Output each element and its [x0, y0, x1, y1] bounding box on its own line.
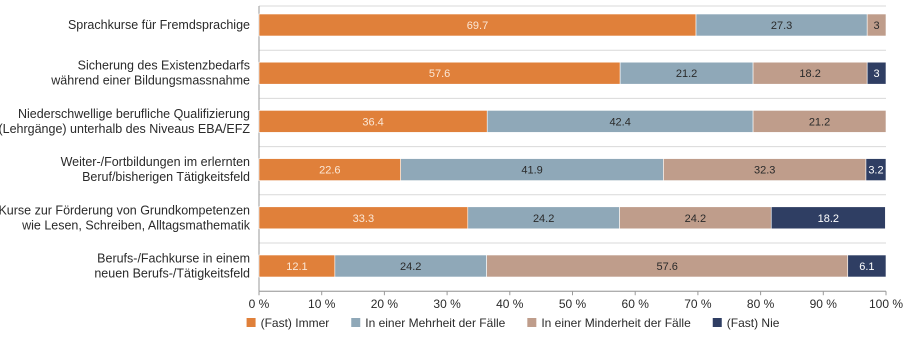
- data-label: 12.1: [286, 261, 307, 273]
- x-tick-label: 0 %: [249, 297, 270, 311]
- category-label: Kurse zur Förderung von Grundkompetenzen…: [0, 203, 251, 232]
- category-label: Sicherung des Existenzbedarfs während ein…: [50, 59, 250, 88]
- bar-segment: [770, 206, 886, 230]
- x-tick-label: 70 %: [684, 297, 712, 311]
- data-label: 32.3: [754, 165, 775, 177]
- legend-swatch: [246, 318, 256, 327]
- legend-label: In einer Minderheit der Fälle: [541, 316, 691, 330]
- grid-layer: [258, 5, 886, 292]
- data-label: 18.2: [799, 68, 820, 80]
- category-labels: Sprachkurse für Fremdsprachige Sicherung …: [0, 18, 251, 281]
- data-label: 24.2: [533, 213, 554, 225]
- bar-segment: [865, 158, 887, 181]
- category-label: Niederschwellige berufliche Qualifizieru…: [0, 107, 250, 136]
- x-tick-label: 30 %: [433, 297, 461, 311]
- data-label: 6.1: [859, 261, 874, 273]
- data-label: 3.2: [868, 165, 883, 177]
- bar-segment: [866, 13, 887, 37]
- data-label: 24.2: [400, 261, 421, 273]
- data-label: 69.7: [467, 20, 488, 32]
- x-axis-ticks: 0 % 10 % 20 % 30 % 40 % 50 % 60 % 70 % 80 % 90 % 1…: [249, 291, 903, 311]
- category-label: Sprachkurse für Fremdsprachige: [68, 18, 250, 32]
- data-label: 21.2: [809, 116, 830, 128]
- x-tick-label: 10 %: [308, 297, 336, 311]
- data-label: 36.4: [362, 116, 383, 128]
- bar-segment: [752, 110, 887, 133]
- data-label: 21.2: [676, 68, 697, 80]
- data-label: 57.6: [656, 261, 677, 273]
- category-label: Weiter-/Fortbildungen im erlernten Beruf/…: [61, 155, 250, 184]
- data-label: 33.3: [353, 213, 374, 225]
- data-label: 3: [874, 20, 880, 32]
- x-tick-label: 20 %: [371, 297, 399, 311]
- legend-swatch: [712, 318, 722, 327]
- x-tick-label: 80 %: [747, 297, 775, 311]
- bar-segment: [866, 61, 887, 85]
- bar-segment: [847, 254, 887, 278]
- data-label: 3: [874, 68, 880, 80]
- data-label: 42.4: [609, 116, 630, 128]
- data-label: 24.2: [685, 213, 706, 225]
- data-label: 27.3: [771, 20, 792, 32]
- legend-label: (Fast) Nie: [727, 316, 780, 330]
- category-label: Berufs-/Fachkurse in einem neuen Berufs-/…: [94, 252, 250, 281]
- x-tick-label: 100 %: [869, 297, 903, 311]
- x-tick-label: 40 %: [496, 297, 524, 311]
- legend-label: In einer Mehrheit der Fälle: [365, 316, 505, 330]
- legend-swatch: [527, 318, 537, 327]
- bars-layer: 69.7 27.3 3 57.6 21.2 18.2 3 36.4 42.4 21.2 22.6 41…: [258, 13, 887, 278]
- data-label: 18.2: [818, 213, 839, 225]
- data-label: 41.9: [521, 165, 542, 177]
- data-label: 57.6: [429, 68, 450, 80]
- x-tick-label: 60 %: [622, 297, 650, 311]
- legend-swatch: [351, 318, 361, 327]
- x-tick-label: 90 %: [810, 297, 838, 311]
- legend: (Fast) Immer In einer Mehrheit der Fälle I…: [246, 316, 780, 330]
- data-label: 22.6: [319, 165, 340, 177]
- legend-label: (Fast) Immer: [261, 316, 330, 330]
- x-tick-label: 50 %: [559, 297, 587, 311]
